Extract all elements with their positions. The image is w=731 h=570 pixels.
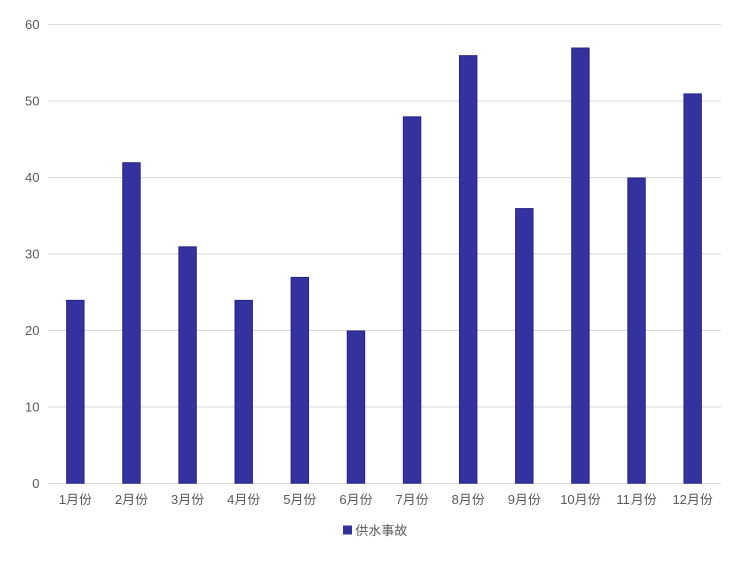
svg-text:12: 12 xyxy=(672,492,686,507)
svg-text:30: 30 xyxy=(25,247,39,262)
svg-text:50: 50 xyxy=(25,94,39,109)
svg-text:3: 3 xyxy=(171,492,178,507)
svg-text:20: 20 xyxy=(25,323,39,338)
svg-text:1: 1 xyxy=(59,492,66,507)
svg-text:8: 8 xyxy=(452,492,459,507)
svg-text:11: 11 xyxy=(616,492,630,507)
svg-text:10: 10 xyxy=(25,400,39,415)
svg-text:9: 9 xyxy=(508,492,515,507)
svg-text:4: 4 xyxy=(227,492,234,507)
svg-text:40: 40 xyxy=(25,170,39,185)
svg-text:0: 0 xyxy=(32,476,39,491)
svg-text:10: 10 xyxy=(560,492,574,507)
svg-text:60: 60 xyxy=(25,17,39,32)
svg-text:6: 6 xyxy=(339,492,346,507)
svg-text:2: 2 xyxy=(115,492,122,507)
svg-text:5: 5 xyxy=(283,492,290,507)
svg-text:7: 7 xyxy=(395,492,402,507)
